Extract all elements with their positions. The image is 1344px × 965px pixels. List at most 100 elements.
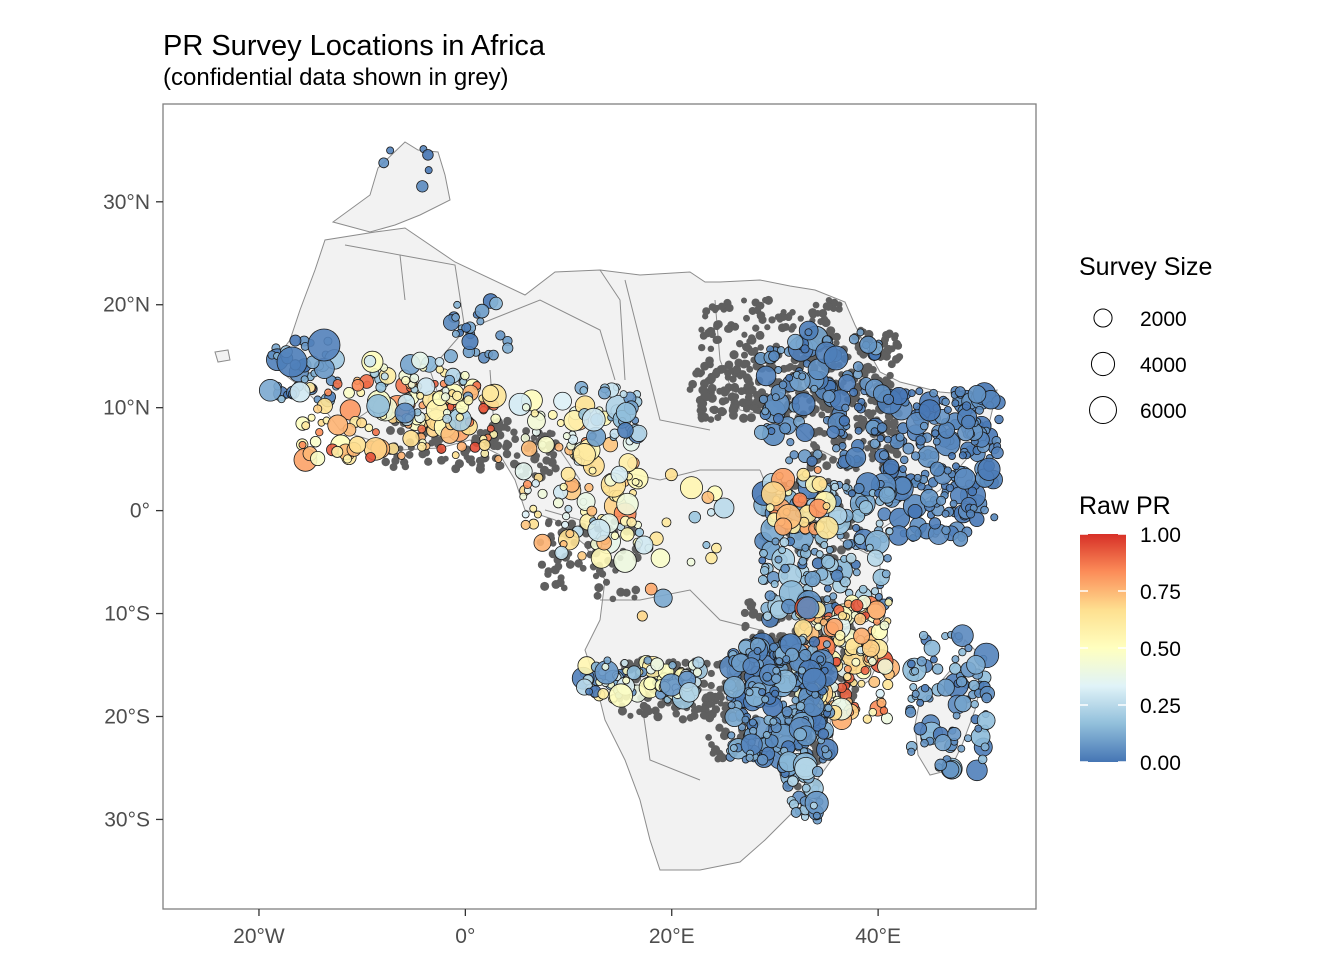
survey-point (815, 516, 839, 540)
survey-point (822, 640, 831, 649)
survey-point (902, 442, 915, 455)
confidential-point (748, 334, 756, 342)
confidential-point (540, 581, 550, 591)
colorbar-tick-label: 0.75 (1140, 581, 1181, 604)
confidential-point (544, 520, 553, 528)
survey-point (847, 489, 856, 498)
confidential-point (699, 711, 708, 719)
survey-point (781, 598, 797, 615)
confidential-point (781, 323, 790, 331)
survey-point (884, 598, 893, 607)
confidential-point (709, 406, 717, 414)
confidential-point (554, 562, 563, 571)
survey-point (820, 541, 829, 549)
y-axis: 30°N 20°N 10°N 0° 10°S 20°S 30°S (103, 191, 163, 831)
survey-point (488, 349, 499, 361)
confidential-point (746, 413, 756, 423)
survey-point (947, 727, 962, 741)
confidential-point (776, 316, 784, 323)
confidential-point (672, 709, 681, 718)
survey-point (748, 718, 757, 727)
survey-point (767, 427, 776, 435)
survey-point (729, 744, 738, 752)
survey-point (920, 683, 930, 693)
survey-point (680, 476, 703, 500)
survey-point (490, 413, 501, 424)
survey-point (916, 656, 927, 667)
survey-point (559, 482, 568, 491)
survey-point (416, 180, 429, 193)
survey-point (951, 399, 960, 408)
confidential-point (747, 347, 756, 356)
confidential-point (495, 461, 502, 468)
survey-point (417, 424, 427, 434)
survey-point (620, 527, 635, 542)
confidential-point (476, 461, 485, 471)
confidential-point (825, 296, 833, 304)
confidential-point (780, 308, 787, 316)
survey-point (967, 486, 978, 497)
survey-point (436, 443, 447, 454)
confidential-point (741, 624, 748, 632)
survey-point (868, 707, 878, 717)
survey-point (343, 386, 355, 399)
survey-point (905, 525, 922, 542)
survey-point (934, 734, 952, 752)
survey-point (920, 739, 929, 748)
survey-point (351, 379, 365, 392)
confidential-point (755, 330, 765, 340)
confidential-point (602, 578, 611, 586)
survey-point (866, 549, 885, 567)
cape-verde-islands (214, 349, 231, 363)
survey-point (617, 422, 634, 439)
survey-point (882, 458, 900, 475)
confidential-point (715, 723, 724, 732)
confidential-point (830, 436, 840, 446)
northwest-africa-region (331, 141, 451, 233)
survey-point (813, 466, 822, 474)
confidential-point (513, 452, 521, 459)
survey-point (615, 402, 637, 423)
survey-point (858, 584, 868, 594)
confidential-point (821, 318, 829, 326)
survey-point (552, 497, 564, 509)
survey-point (753, 646, 762, 655)
survey-point (825, 545, 834, 554)
survey-point (502, 342, 514, 354)
confidential-point (797, 315, 804, 322)
survey-point (980, 505, 989, 515)
survey-point (756, 754, 769, 766)
survey-point (817, 728, 829, 740)
survey-point (363, 354, 377, 368)
confidential-point (678, 715, 687, 724)
survey-point (874, 592, 883, 601)
survey-point (762, 731, 771, 739)
survey-point (815, 550, 824, 559)
confidential-point (503, 416, 512, 426)
x-tick-label: 20°W (233, 925, 285, 948)
confidential-point (495, 430, 505, 440)
confidential-point (699, 679, 709, 688)
survey-point (774, 517, 793, 536)
survey-point (977, 457, 1001, 481)
confidential-point (764, 324, 771, 331)
size-legend-label: 4000 (1140, 354, 1187, 377)
confidential-point (739, 413, 749, 423)
confidential-point (386, 426, 395, 435)
confidential-point (502, 449, 512, 459)
survey-point (310, 450, 326, 467)
survey-point (768, 350, 780, 362)
survey-point (435, 365, 444, 374)
survey-point (852, 361, 864, 372)
confidential-point (836, 545, 846, 555)
survey-point (868, 657, 877, 666)
survey-point (442, 413, 452, 424)
survey-point (650, 548, 671, 568)
survey-point (810, 384, 819, 393)
confidential-point (711, 705, 721, 714)
confidential-point (707, 669, 715, 678)
confidential-point (539, 465, 550, 475)
survey-point (994, 414, 1004, 425)
y-tick-label: 30°S (104, 808, 150, 831)
confidential-point (708, 330, 716, 339)
